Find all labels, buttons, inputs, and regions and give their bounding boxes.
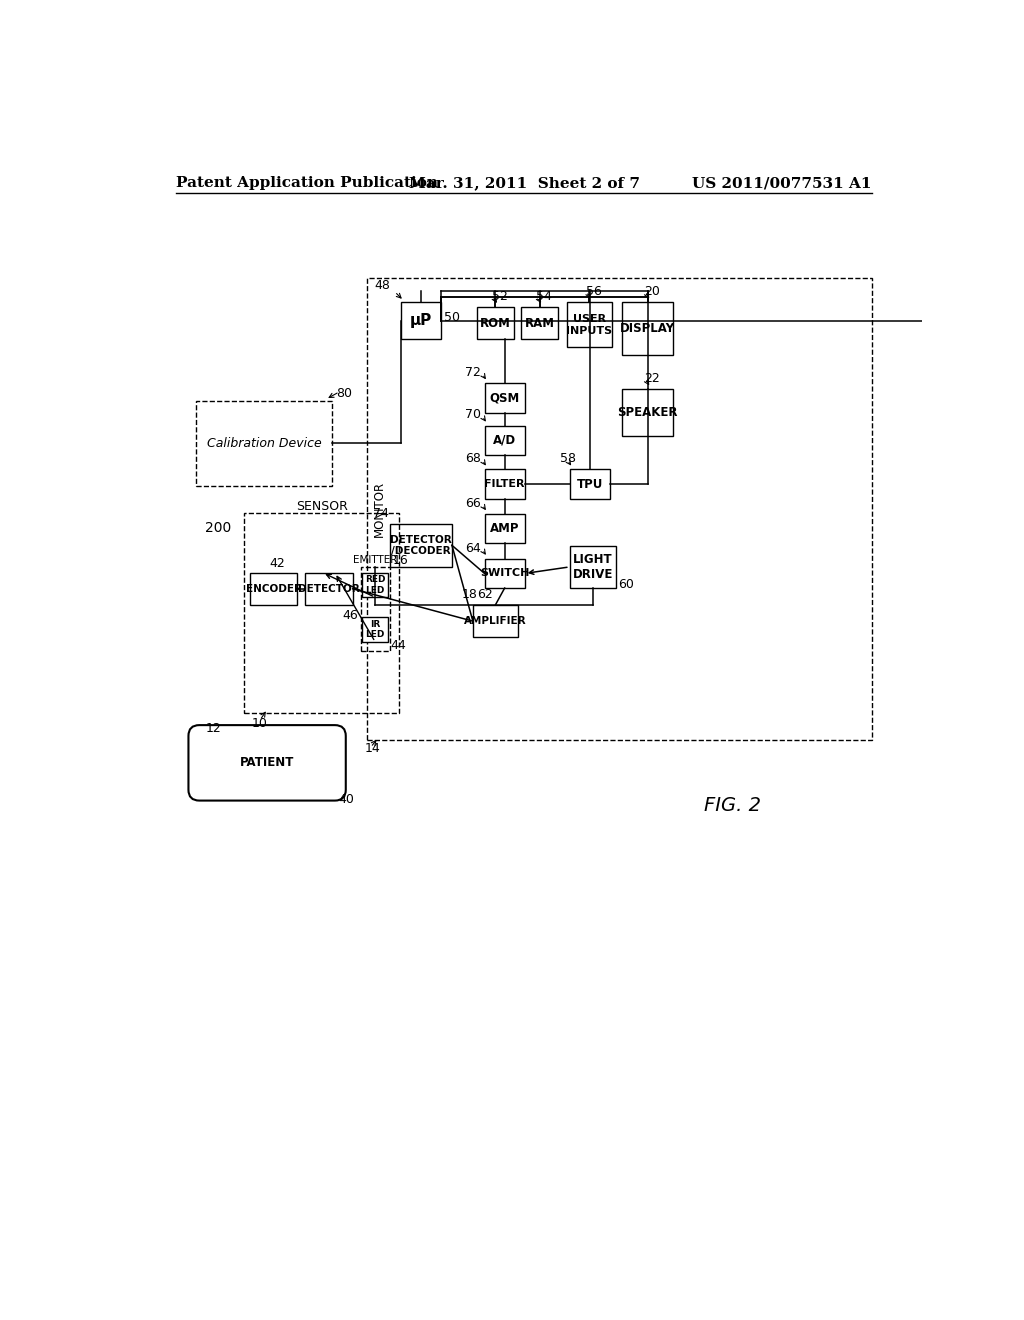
Text: QSM: QSM xyxy=(489,391,520,404)
Text: 70: 70 xyxy=(465,408,480,421)
Text: 60: 60 xyxy=(618,578,635,591)
Text: 42: 42 xyxy=(269,557,285,570)
Text: μP: μP xyxy=(410,313,432,329)
FancyBboxPatch shape xyxy=(477,308,514,339)
Text: 48: 48 xyxy=(374,279,390,292)
Text: IR
LED: IR LED xyxy=(366,620,385,639)
Text: 54: 54 xyxy=(537,289,552,302)
Text: LIGHT
DRIVE: LIGHT DRIVE xyxy=(572,553,613,581)
Text: FILTER: FILTER xyxy=(484,479,525,490)
Text: AMPLIFIER: AMPLIFIER xyxy=(464,616,526,626)
Text: 18: 18 xyxy=(461,587,477,601)
Text: Mar. 31, 2011  Sheet 2 of 7: Mar. 31, 2011 Sheet 2 of 7 xyxy=(410,176,640,190)
Text: PATIENT: PATIENT xyxy=(240,756,294,770)
FancyBboxPatch shape xyxy=(569,545,616,589)
FancyBboxPatch shape xyxy=(362,573,388,598)
FancyBboxPatch shape xyxy=(569,470,610,499)
FancyBboxPatch shape xyxy=(623,302,673,355)
Text: EMITTER: EMITTER xyxy=(353,556,397,565)
FancyBboxPatch shape xyxy=(400,302,441,339)
Text: 80: 80 xyxy=(336,387,351,400)
Text: Calibration Device: Calibration Device xyxy=(207,437,322,450)
Text: RED
LED: RED LED xyxy=(365,576,385,595)
Text: 20: 20 xyxy=(644,285,660,298)
Text: 62: 62 xyxy=(477,587,493,601)
Text: DETECTOR: DETECTOR xyxy=(298,583,359,594)
Text: 68: 68 xyxy=(465,453,480,465)
Text: AMP: AMP xyxy=(489,523,519,536)
Text: 12: 12 xyxy=(206,722,221,735)
Text: 200: 200 xyxy=(206,521,231,535)
Text: SPEAKER: SPEAKER xyxy=(617,407,678,418)
Text: A/D: A/D xyxy=(494,434,516,446)
Text: RAM: RAM xyxy=(524,317,555,330)
FancyBboxPatch shape xyxy=(188,725,346,800)
Text: SWITCH: SWITCH xyxy=(480,569,529,578)
FancyBboxPatch shape xyxy=(305,573,352,605)
Text: Patent Application Publication: Patent Application Publication xyxy=(176,176,438,190)
Text: DETECTOR
/DECODER: DETECTOR /DECODER xyxy=(390,535,452,556)
Text: FIG. 2: FIG. 2 xyxy=(705,796,761,814)
Text: 44: 44 xyxy=(391,639,407,652)
Text: 10: 10 xyxy=(252,717,268,730)
Text: ROM: ROM xyxy=(480,317,511,330)
Text: 46: 46 xyxy=(342,610,358,622)
FancyBboxPatch shape xyxy=(623,389,673,436)
FancyBboxPatch shape xyxy=(251,573,297,605)
Text: 52: 52 xyxy=(493,289,508,302)
FancyBboxPatch shape xyxy=(566,302,611,347)
FancyBboxPatch shape xyxy=(484,558,524,589)
FancyBboxPatch shape xyxy=(484,470,524,499)
Text: 56: 56 xyxy=(586,285,602,298)
Text: 16: 16 xyxy=(392,554,408,566)
Text: ENCODER: ENCODER xyxy=(246,583,302,594)
Text: US 2011/0077531 A1: US 2011/0077531 A1 xyxy=(692,176,872,190)
Text: DISPLAY: DISPLAY xyxy=(621,322,675,335)
FancyBboxPatch shape xyxy=(473,605,518,638)
Text: TPU: TPU xyxy=(577,478,603,491)
Text: MONITOR: MONITOR xyxy=(373,480,386,537)
Text: 40: 40 xyxy=(339,792,354,805)
Text: USER
INPUTS: USER INPUTS xyxy=(566,314,612,335)
FancyBboxPatch shape xyxy=(484,425,524,455)
FancyBboxPatch shape xyxy=(362,618,388,642)
Text: 64: 64 xyxy=(465,541,480,554)
Text: 66: 66 xyxy=(465,496,480,510)
Text: 22: 22 xyxy=(644,372,660,385)
Text: 72: 72 xyxy=(465,366,480,379)
FancyBboxPatch shape xyxy=(390,524,452,566)
Text: SENSOR: SENSOR xyxy=(296,500,348,513)
Text: 50: 50 xyxy=(444,312,460,325)
Text: 74: 74 xyxy=(373,507,388,520)
FancyBboxPatch shape xyxy=(521,308,558,339)
FancyBboxPatch shape xyxy=(484,515,524,544)
FancyBboxPatch shape xyxy=(484,383,524,412)
Text: 58: 58 xyxy=(560,453,577,465)
Text: 14: 14 xyxy=(366,742,381,755)
